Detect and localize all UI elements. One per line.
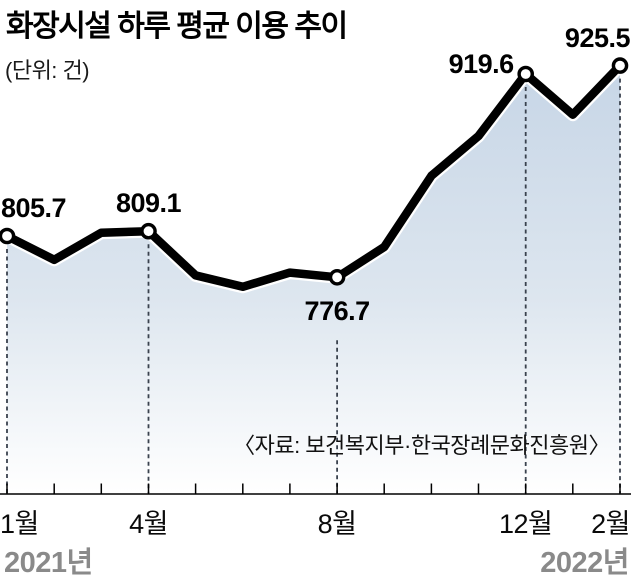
data-point-marker <box>140 222 157 240</box>
data-point-marker <box>0 227 16 245</box>
trend-line <box>5 62 624 292</box>
data-point-marker <box>517 65 535 83</box>
data-point-marker <box>328 268 346 286</box>
data-point-marker <box>611 57 629 74</box>
